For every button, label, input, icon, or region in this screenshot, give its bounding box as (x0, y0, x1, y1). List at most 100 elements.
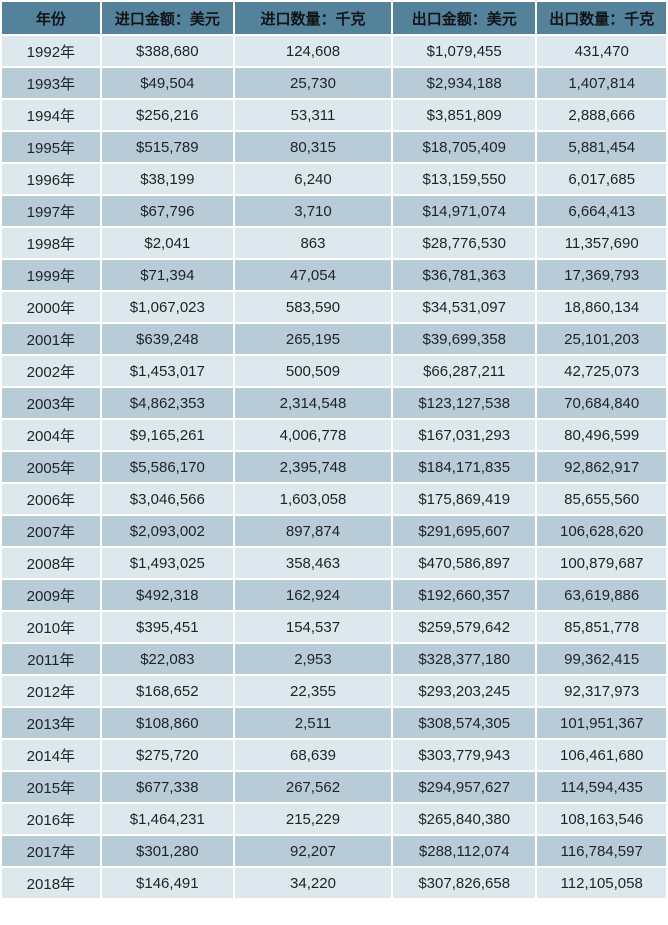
year-cell: 2017年 (2, 836, 100, 866)
export-quantity-cell: 63,619,886 (537, 580, 666, 610)
export-quantity-cell: 99,362,415 (537, 644, 666, 674)
import-quantity-cell: 265,195 (234, 324, 392, 354)
table-row: 2012年 $168,652 22,355 $293,203,245 92,317,97… (2, 676, 666, 706)
year-cell: 2006年 (2, 484, 100, 514)
import-quantity-cell: 80,315 (234, 132, 392, 162)
import-amount-cell: $3,046,566 (101, 484, 233, 514)
export-quantity-cell: 85,851,778 (537, 612, 666, 642)
export-amount-cell: $167,031,293 (393, 420, 536, 450)
export-quantity-cell: 1,407,814 (537, 68, 666, 98)
import-amount-cell: $168,652 (101, 676, 233, 706)
year-cell: 2001年 (2, 324, 100, 354)
import-amount-cell: $2,093,002 (101, 516, 233, 546)
export-amount-cell: $2,934,188 (393, 68, 536, 98)
export-amount-cell: $3,851,809 (393, 100, 536, 130)
import-quantity-cell: 162,924 (234, 580, 392, 610)
import-quantity-cell: 267,562 (234, 772, 392, 802)
import-amount-cell: $71,394 (101, 260, 233, 290)
import-amount-cell: $1,464,231 (101, 804, 233, 834)
import-amount-cell: $256,216 (101, 100, 233, 130)
export-amount-cell: $13,159,550 (393, 164, 536, 194)
import-quantity-cell: 124,608 (234, 36, 392, 66)
export-quantity-cell: 6,017,685 (537, 164, 666, 194)
header-year: 年份 (2, 2, 100, 34)
year-cell: 1997年 (2, 196, 100, 226)
year-cell: 1994年 (2, 100, 100, 130)
import-amount-cell: $146,491 (101, 868, 233, 898)
import-quantity-cell: 22,355 (234, 676, 392, 706)
export-amount-cell: $1,079,455 (393, 36, 536, 66)
import-amount-cell: $639,248 (101, 324, 233, 354)
import-quantity-cell: 53,311 (234, 100, 392, 130)
import-amount-cell: $492,318 (101, 580, 233, 610)
import-quantity-cell: 2,953 (234, 644, 392, 674)
import-amount-cell: $49,504 (101, 68, 233, 98)
import-amount-cell: $275,720 (101, 740, 233, 770)
export-quantity-cell: 431,470 (537, 36, 666, 66)
export-amount-cell: $291,695,607 (393, 516, 536, 546)
export-quantity-cell: 18,860,134 (537, 292, 666, 322)
export-amount-cell: $192,660,357 (393, 580, 536, 610)
export-amount-cell: $328,377,180 (393, 644, 536, 674)
export-quantity-cell: 2,888,666 (537, 100, 666, 130)
export-amount-cell: $28,776,530 (393, 228, 536, 258)
table-row: 2014年 $275,720 68,639 $303,779,943 106,461,6… (2, 740, 666, 770)
import-amount-cell: $395,451 (101, 612, 233, 642)
year-cell: 2009年 (2, 580, 100, 610)
import-quantity-cell: 583,590 (234, 292, 392, 322)
year-cell: 2013年 (2, 708, 100, 738)
import-quantity-cell: 358,463 (234, 548, 392, 578)
year-cell: 1995年 (2, 132, 100, 162)
table-row: 2007年 $2,093,002 897,874 $291,695,607 106,62… (2, 516, 666, 546)
table-row: 1998年 $2,041 863 $28,776,530 11,357,690 (2, 228, 666, 258)
table-row: 2013年 $108,860 2,511 $308,574,305 101,951,36… (2, 708, 666, 738)
table-row: 1997年 $67,796 3,710 $14,971,074 6,664,413 (2, 196, 666, 226)
import-amount-cell: $108,860 (101, 708, 233, 738)
header-import-quantity: 进口数量：千克 (234, 2, 392, 34)
import-quantity-cell: 34,220 (234, 868, 392, 898)
import-quantity-cell: 2,395,748 (234, 452, 392, 482)
import-quantity-cell: 4,006,778 (234, 420, 392, 450)
table-row: 2000年 $1,067,023 583,590 $34,531,097 18,860,… (2, 292, 666, 322)
year-cell: 1999年 (2, 260, 100, 290)
import-quantity-cell: 897,874 (234, 516, 392, 546)
import-quantity-cell: 500,509 (234, 356, 392, 386)
export-quantity-cell: 11,357,690 (537, 228, 666, 258)
year-cell: 2011年 (2, 644, 100, 674)
export-amount-cell: $39,699,358 (393, 324, 536, 354)
import-quantity-cell: 215,229 (234, 804, 392, 834)
import-amount-cell: $515,789 (101, 132, 233, 162)
export-amount-cell: $18,705,409 (393, 132, 536, 162)
import-quantity-cell: 92,207 (234, 836, 392, 866)
import-amount-cell: $67,796 (101, 196, 233, 226)
export-quantity-cell: 85,655,560 (537, 484, 666, 514)
import-amount-cell: $1,453,017 (101, 356, 233, 386)
export-amount-cell: $293,203,245 (393, 676, 536, 706)
import-quantity-cell: 2,314,548 (234, 388, 392, 418)
import-quantity-cell: 1,603,058 (234, 484, 392, 514)
table-body: 1992年 $388,680 124,608 $1,079,455 431,470 199… (2, 36, 666, 898)
import-amount-cell: $301,280 (101, 836, 233, 866)
import-amount-cell: $388,680 (101, 36, 233, 66)
table-row: 2008年 $1,493,025 358,463 $470,586,897 100,87… (2, 548, 666, 578)
year-cell: 2002年 (2, 356, 100, 386)
year-cell: 1996年 (2, 164, 100, 194)
year-cell: 2007年 (2, 516, 100, 546)
export-quantity-cell: 6,664,413 (537, 196, 666, 226)
year-cell: 2012年 (2, 676, 100, 706)
import-export-table: 年份 进口金额：美元 进口数量：千克 出口金额：美元 出口数量：千克 1992年… (2, 2, 666, 898)
year-cell: 2014年 (2, 740, 100, 770)
import-quantity-cell: 2,511 (234, 708, 392, 738)
export-quantity-cell: 101,951,367 (537, 708, 666, 738)
header-import-amount: 进口金额：美元 (101, 2, 233, 34)
export-quantity-cell: 100,879,687 (537, 548, 666, 578)
export-quantity-cell: 114,594,435 (537, 772, 666, 802)
export-amount-cell: $259,579,642 (393, 612, 536, 642)
table-row: 1995年 $515,789 80,315 $18,705,409 5,881,454 (2, 132, 666, 162)
import-amount-cell: $1,493,025 (101, 548, 233, 578)
table-row: 2004年 $9,165,261 4,006,778 $167,031,293 80,4… (2, 420, 666, 450)
table-row: 1996年 $38,199 6,240 $13,159,550 6,017,685 (2, 164, 666, 194)
import-amount-cell: $2,041 (101, 228, 233, 258)
table-row: 2017年 $301,280 92,207 $288,112,074 116,784,5… (2, 836, 666, 866)
